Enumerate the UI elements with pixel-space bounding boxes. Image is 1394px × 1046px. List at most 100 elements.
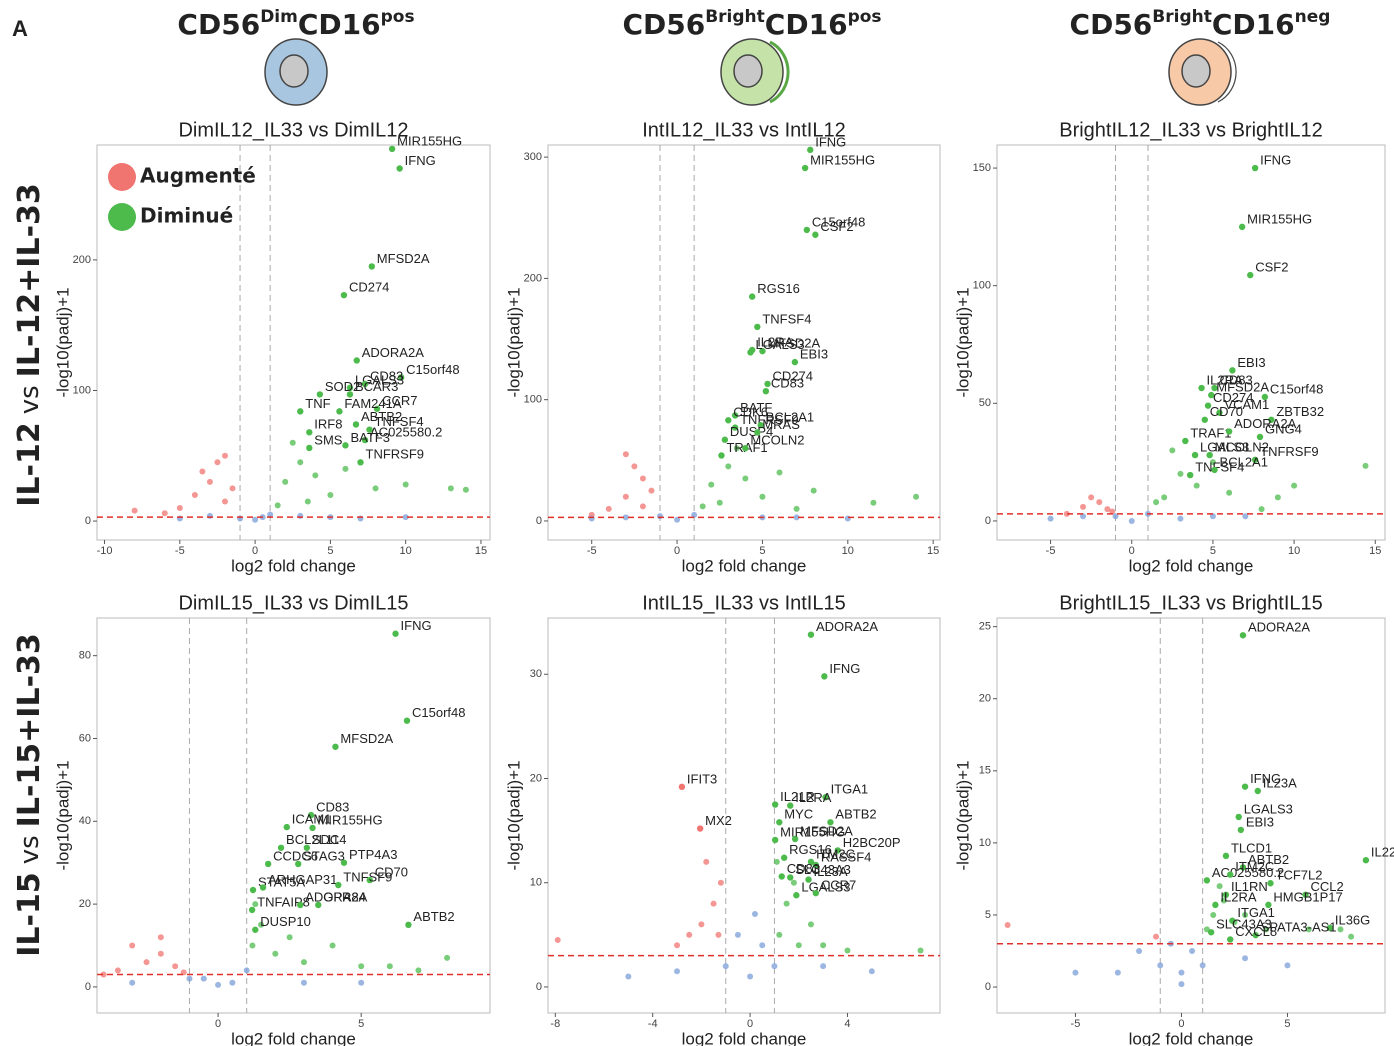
gene-point: [731, 412, 739, 419]
gene-point: [361, 380, 369, 388]
x-axis-label: log2 fold change: [231, 1029, 356, 1046]
point: [300, 959, 307, 966]
point: [1305, 926, 1312, 933]
gene-label: CD274: [1213, 390, 1253, 405]
point: [698, 921, 705, 928]
x-axis-label: log2 fold change: [682, 1029, 807, 1046]
gene-point: [1261, 393, 1269, 401]
gene-label: ITM2C: [1235, 859, 1274, 874]
point: [793, 514, 800, 521]
gene-label: BATF3: [350, 430, 390, 445]
gene-label: SOD2: [325, 379, 360, 394]
y-axis-label: -log10(padj)+1: [53, 760, 72, 870]
y-tick-label: 0: [985, 515, 991, 527]
point: [686, 931, 693, 938]
gene-point: [1211, 466, 1218, 474]
gene-label: ZBTB32: [1276, 404, 1324, 419]
gene-point: [805, 876, 812, 883]
gene-point: [778, 873, 785, 880]
gene-label: TNF: [305, 396, 330, 411]
gene-label: C15orf48: [812, 214, 865, 229]
point: [243, 967, 250, 974]
gene-label: SLC43A3: [1216, 917, 1272, 932]
gene-label: STAG3: [303, 848, 345, 863]
point: [272, 950, 279, 957]
point: [1080, 503, 1087, 510]
gene-label: RGS16: [789, 842, 832, 857]
gene-label: STAT5A: [258, 874, 306, 889]
gene-label: CCDC6: [273, 848, 318, 863]
gene-label: EBI3: [800, 347, 828, 362]
gene-label: MIR155HG: [1247, 211, 1312, 226]
gene-label: ABTB2: [413, 909, 454, 924]
point: [625, 973, 632, 980]
point: [297, 459, 304, 466]
gene-point: [812, 231, 819, 238]
gene-label: C15orf48: [1270, 381, 1323, 396]
point: [820, 942, 827, 949]
gene-point: [346, 391, 354, 398]
gene-point: [725, 417, 732, 424]
point: [1242, 955, 1249, 962]
gene-label: ABTB2: [361, 409, 402, 424]
gene-label: LGALS3: [1244, 801, 1293, 816]
gene-point: [297, 408, 304, 415]
gene-point: [696, 825, 704, 832]
gene-label: CXCL8: [1235, 924, 1277, 939]
point: [229, 979, 236, 986]
x-axis-label: log2 fold change: [1129, 556, 1254, 575]
gene-point: [764, 380, 771, 388]
plot-frame: [996, 144, 1386, 541]
point: [1284, 962, 1291, 969]
gene-label: TLCD1: [1231, 840, 1272, 855]
point: [274, 502, 281, 509]
gene-point: [297, 901, 304, 909]
point: [790, 879, 797, 886]
gene-label: PTP4A3: [349, 847, 397, 862]
header-base: CD16: [1212, 8, 1295, 41]
y-tick-label: 60: [79, 732, 91, 744]
gene-point: [1206, 451, 1213, 459]
header-base: CD56: [177, 8, 260, 41]
gene-point: [1254, 787, 1261, 795]
gene-label: IL2RA: [795, 790, 831, 805]
x-tick-label: -5: [175, 545, 185, 557]
point: [639, 475, 646, 482]
x-tick-label: 5: [1284, 1018, 1290, 1030]
gene-point: [827, 819, 834, 826]
y-tick-label: 0: [536, 981, 542, 993]
gene-label: C15orf48: [406, 362, 459, 377]
gene-point: [335, 881, 342, 889]
point: [252, 516, 259, 523]
point: [415, 967, 422, 974]
gene-label: MCOLN2: [750, 433, 804, 448]
point: [710, 900, 717, 907]
gene-label: BATF: [740, 400, 772, 415]
gene-label: IFNG: [1250, 771, 1281, 786]
point: [820, 963, 827, 970]
point: [372, 485, 379, 492]
point: [554, 937, 561, 944]
point: [1348, 933, 1355, 940]
gene-label: IFNG: [401, 618, 432, 633]
point: [868, 968, 875, 975]
gene-label: RASSF4: [821, 849, 872, 864]
gene-point: [303, 844, 311, 851]
gene-point: [1265, 901, 1272, 909]
point: [1258, 506, 1265, 513]
gene-label: IL2RA: [757, 334, 793, 349]
point: [631, 463, 638, 470]
point: [229, 485, 236, 492]
point: [114, 967, 121, 974]
point: [1153, 933, 1160, 940]
gene-point: [1229, 367, 1236, 374]
x-tick-label: -8: [550, 1018, 560, 1030]
gene-point: [801, 164, 809, 172]
point: [717, 879, 724, 886]
point: [386, 963, 393, 970]
gene-label: TNFRSF9: [740, 412, 799, 427]
point: [1226, 489, 1233, 496]
point: [810, 487, 817, 494]
gene-label: IL22: [1371, 845, 1394, 860]
gene-label: IFNG: [405, 153, 436, 168]
